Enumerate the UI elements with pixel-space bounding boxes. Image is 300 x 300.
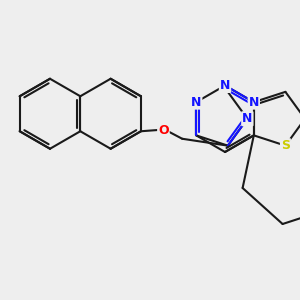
Text: N: N <box>249 96 259 109</box>
Text: N: N <box>191 96 201 109</box>
Text: S: S <box>281 139 290 152</box>
Text: N: N <box>242 112 253 125</box>
Text: N: N <box>220 79 230 92</box>
Text: O: O <box>158 124 169 136</box>
